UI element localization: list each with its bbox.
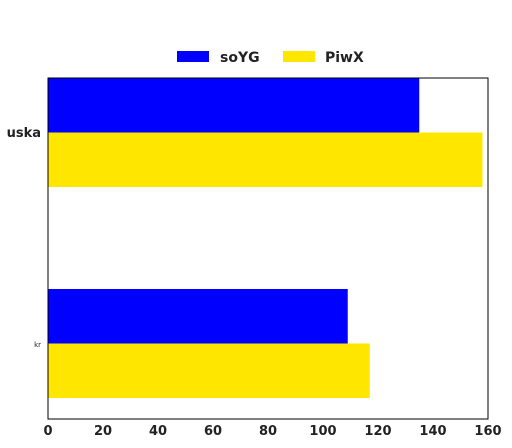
bar-PiwX-kr [48, 343, 370, 398]
bar-soYG-uska [48, 78, 420, 133]
x-tick-label-0: 0 [43, 424, 52, 439]
plot-frame [47, 77, 489, 420]
x-tick-label-120: 120 [364, 424, 391, 439]
legend-swatch-soYG [177, 51, 209, 62]
category-label-uska: uska [7, 126, 41, 141]
bars-group [48, 78, 483, 398]
x-tick-label-60: 60 [204, 424, 222, 439]
bar-PiwX-uska [48, 132, 483, 187]
legend-label-PiwX: PiwX [325, 50, 364, 66]
legend: soYG PiwX [177, 50, 364, 66]
category-label-kr: kr [34, 341, 41, 349]
legend-swatch-PiwX [283, 51, 315, 62]
x-tick-label-20: 20 [94, 424, 112, 439]
legend-label-soYG: soYG [220, 50, 260, 66]
x-tick-label-80: 80 [259, 424, 277, 439]
x-tick-label-140: 140 [419, 424, 446, 439]
bar-soYG-kr [48, 289, 348, 344]
x-tick-label-40: 40 [149, 424, 167, 439]
x-tick-label-100: 100 [309, 424, 336, 439]
y-axis-labels: uska kr [7, 126, 42, 349]
x-axis-labels: 0 20 40 60 80 100 120 140 160 [43, 424, 501, 439]
x-tick-label-160: 160 [474, 424, 501, 439]
